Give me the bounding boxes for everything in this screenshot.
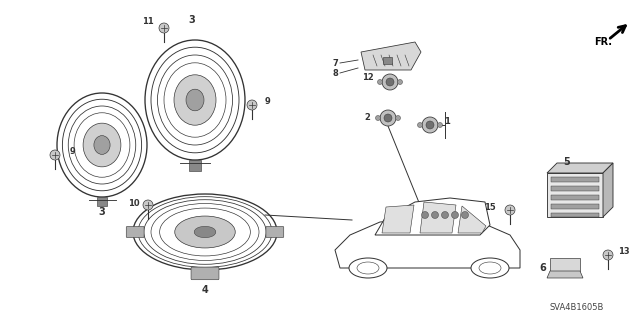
Circle shape [422, 117, 438, 133]
Circle shape [378, 79, 383, 85]
Text: 9: 9 [70, 147, 76, 157]
Circle shape [426, 121, 434, 129]
Text: 3: 3 [189, 15, 195, 25]
Ellipse shape [174, 75, 216, 125]
Polygon shape [361, 42, 421, 70]
Polygon shape [603, 163, 613, 217]
Circle shape [603, 250, 613, 260]
FancyBboxPatch shape [266, 226, 284, 238]
Circle shape [442, 211, 449, 219]
FancyBboxPatch shape [189, 160, 201, 171]
Ellipse shape [94, 136, 110, 154]
Circle shape [451, 211, 458, 219]
Circle shape [386, 78, 394, 86]
Circle shape [247, 100, 257, 110]
Polygon shape [551, 177, 599, 182]
Text: SVA4B1605B: SVA4B1605B [550, 303, 604, 313]
FancyBboxPatch shape [383, 56, 392, 63]
Polygon shape [335, 218, 520, 268]
Ellipse shape [186, 89, 204, 111]
Polygon shape [551, 213, 599, 217]
Circle shape [380, 110, 396, 126]
Text: 7: 7 [332, 58, 338, 68]
Circle shape [376, 115, 381, 121]
Text: 6: 6 [540, 263, 546, 273]
Text: 5: 5 [564, 157, 570, 167]
Polygon shape [458, 206, 486, 233]
Circle shape [431, 211, 438, 219]
Circle shape [159, 23, 169, 33]
Text: 15: 15 [484, 204, 496, 212]
Ellipse shape [83, 123, 121, 167]
Polygon shape [551, 204, 599, 209]
Text: 10: 10 [128, 199, 140, 209]
Polygon shape [547, 173, 603, 217]
Polygon shape [547, 271, 583, 278]
Polygon shape [551, 186, 599, 191]
Circle shape [382, 74, 398, 90]
Text: 9: 9 [265, 98, 271, 107]
Polygon shape [550, 258, 580, 271]
Circle shape [505, 205, 515, 215]
FancyBboxPatch shape [97, 197, 108, 206]
Polygon shape [551, 195, 599, 200]
Text: 2: 2 [364, 114, 370, 122]
Ellipse shape [175, 216, 236, 248]
Circle shape [461, 211, 468, 219]
Text: 13: 13 [618, 248, 630, 256]
Circle shape [143, 200, 153, 210]
Circle shape [384, 114, 392, 122]
FancyBboxPatch shape [126, 226, 144, 238]
Polygon shape [547, 163, 613, 173]
Text: 12: 12 [362, 73, 374, 83]
Text: 8: 8 [332, 69, 338, 78]
Circle shape [417, 122, 422, 128]
Text: 11: 11 [142, 18, 154, 26]
Polygon shape [375, 198, 490, 235]
Circle shape [50, 150, 60, 160]
Circle shape [397, 79, 403, 85]
Circle shape [438, 122, 442, 128]
Text: FR.: FR. [594, 37, 612, 47]
Text: 4: 4 [202, 285, 209, 295]
FancyBboxPatch shape [191, 267, 219, 280]
Ellipse shape [194, 226, 216, 238]
Circle shape [422, 211, 429, 219]
Circle shape [396, 115, 401, 121]
Polygon shape [382, 205, 414, 233]
Text: 3: 3 [99, 207, 106, 217]
Ellipse shape [349, 258, 387, 278]
Polygon shape [420, 202, 456, 233]
Ellipse shape [471, 258, 509, 278]
Text: 1: 1 [444, 117, 450, 127]
